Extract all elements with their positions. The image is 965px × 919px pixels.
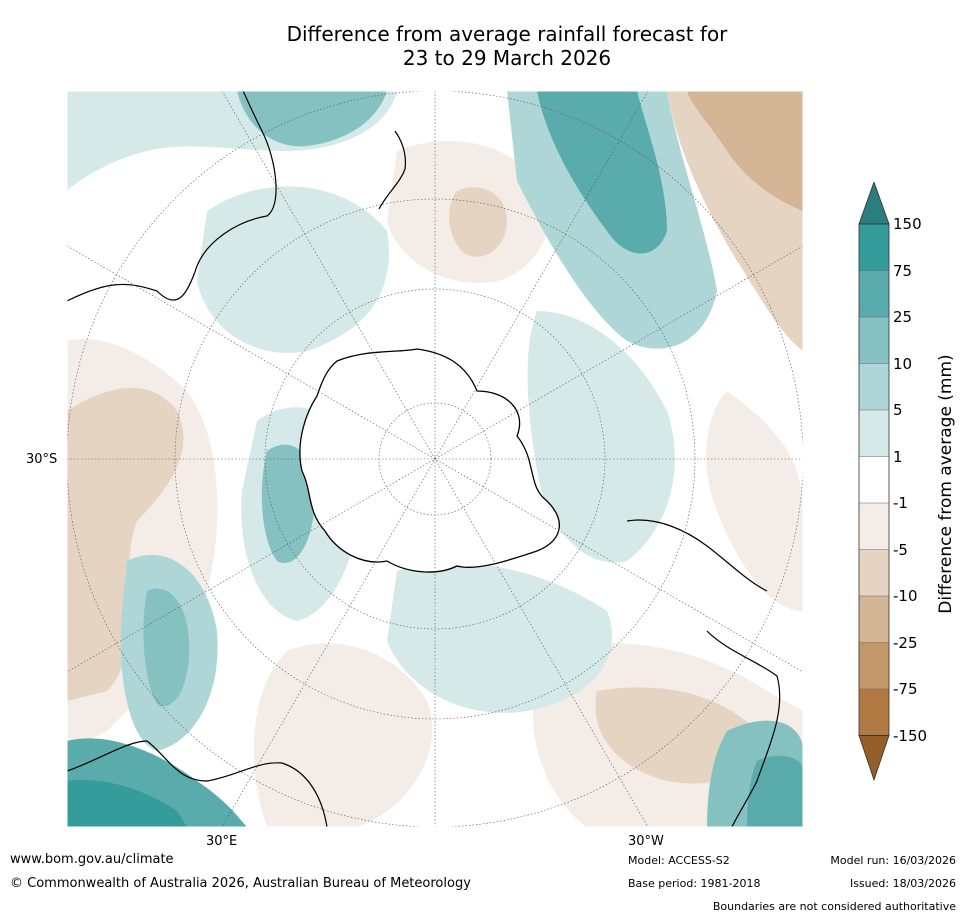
africa-coastline	[67, 740, 328, 827]
anomaly-region-bottom-right-wet-core	[747, 755, 803, 827]
colorbar-over-arrow	[858, 182, 890, 225]
colorbar-band-25-75	[859, 270, 889, 317]
colorbar-tick-25: 25	[893, 308, 913, 326]
new-zealand-coastline	[378, 130, 407, 210]
colorbar-band-minus25-minus75	[859, 642, 889, 689]
anomaly-region-south-wet	[387, 563, 613, 713]
colorbar-outline	[858, 223, 890, 736]
anomaly-region-west-dry-core	[67, 387, 184, 701]
longitude-label-30w: 30°W	[628, 834, 664, 849]
anomaly-region-north-wet	[197, 186, 389, 353]
anomaly-region-bottom-left-wet-core	[67, 780, 187, 827]
anomaly-region-southwest-wet-core	[143, 588, 190, 707]
anomaly-region-northwest-wet-core	[237, 91, 387, 147]
colorbar-tick-150: 150	[893, 215, 922, 233]
colorbar-band-neutral	[859, 456, 889, 503]
colorbar-tick-minus150: -150	[893, 727, 928, 745]
map-title-line-2: 23 to 29 March 2026	[402, 46, 612, 70]
footer-disclaimer: Boundaries are not considered authoritat…	[712, 900, 956, 913]
map-title-line-1: Difference from average rainfall forecas…	[286, 22, 728, 46]
colorbar-band-10-25	[859, 317, 889, 364]
footer-model-run: Model run: 16/03/2026	[830, 854, 956, 867]
colorbar-tick-75: 75	[893, 262, 913, 280]
colorbar-tick-minus1: -1	[893, 494, 908, 512]
footer-model: Model: ACCESS-S2	[628, 854, 730, 867]
colorbar-under-arrow	[858, 735, 890, 782]
colorbar-tick-5: 5	[893, 401, 903, 419]
footer-base-period: Base period: 1981-2018	[628, 877, 761, 890]
colorbar	[858, 182, 890, 782]
colorbar-tick-minus25: -25	[893, 634, 918, 652]
latitude-label-30s: 30°S	[26, 452, 58, 467]
footer-url: www.bom.gov.au/climate	[10, 852, 174, 867]
anomaly-region-south-dry	[253, 643, 433, 827]
colorbar-tick-1: 1	[893, 448, 903, 466]
map-title: Difference from average rainfall forecas…	[0, 22, 965, 70]
map-graticule	[67, 91, 803, 827]
longitude-label-30e: 30°E	[206, 834, 238, 849]
colorbar-band-minus10-minus25	[859, 596, 889, 643]
colorbar-band-75-150	[859, 224, 889, 271]
colorbar-band-minus1-minus5	[859, 503, 889, 550]
colorbar-tick-10: 10	[893, 355, 913, 373]
colorbar-tick-minus10: -10	[893, 587, 918, 605]
rainfall-anomaly-map	[67, 91, 803, 827]
colorbar-band-minus5-minus10	[859, 549, 889, 596]
colorbar-title: Difference from average (mm)	[936, 354, 956, 614]
anomaly-region-north-dry-core	[449, 187, 507, 257]
footer-copyright: © Commonwealth of Australia 2026, Austra…	[10, 876, 471, 891]
australia-coastline	[67, 91, 277, 302]
anomaly-region-northeast-dry-core	[687, 91, 803, 211]
footer-issued: Issued: 18/03/2026	[849, 877, 956, 890]
colorbar-tick-minus75: -75	[893, 680, 918, 698]
colorbar-tick-minus5: -5	[893, 541, 908, 559]
colorbar-band-5-10	[859, 363, 889, 410]
anomaly-region-east-wet	[527, 311, 675, 563]
anomaly-region-central-wet-core	[261, 444, 316, 563]
anomaly-region-northeast-wet-core	[537, 91, 667, 254]
south-america-coastline	[626, 519, 781, 827]
antarctica-coastline	[299, 348, 560, 573]
colorbar-band-minus75-minus150	[859, 689, 889, 736]
colorbar-band-1-5	[859, 410, 889, 457]
anomaly-region-east-dry	[706, 391, 803, 611]
